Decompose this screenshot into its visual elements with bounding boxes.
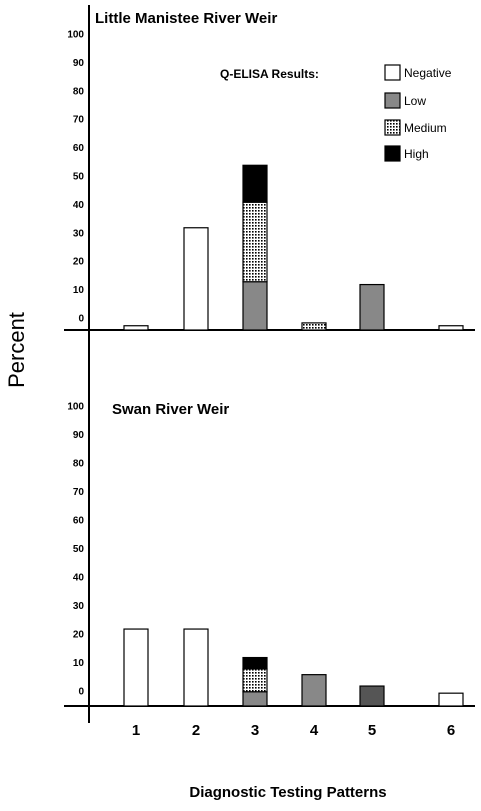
legend-title: Q-ELISA Results: [220,67,319,81]
y-tick-label: 30 [73,601,85,612]
x-tick-label: 1 [132,722,140,739]
bar-medium-cat-4 [301,322,327,331]
x-tick-label: 2 [192,722,200,739]
bar-low-cat-3 [242,281,268,331]
y-tick-label: 10 [73,285,85,296]
bar-negative-cat-2 [183,628,209,707]
bar-negative-cat-1 [123,628,149,707]
y-tick-label: 50 [73,172,85,183]
y-tick-label: 0 [78,314,84,325]
y-tick-label: 40 [73,573,85,584]
y-tick-label: 30 [73,228,85,239]
legend-swatch-medium [384,119,401,136]
y-tick-label: 20 [73,630,85,641]
y-tick-label: 20 [73,257,85,268]
bar-high-cat-3 [242,164,268,203]
panel-title-top: Little Manistee River Weir [95,10,277,27]
bars-top [123,164,464,331]
legend-label-low: Low [404,94,426,108]
y-tick-label: 90 [73,430,85,441]
bar-negative-cat-6 [438,325,464,331]
bar-negative-cat-2 [183,227,209,331]
y-tick-label: 80 [73,459,85,470]
bar-low-cat-3 [242,691,268,707]
bar-low-cat-4 [301,674,327,707]
bar-medium-cat-3 [242,668,268,693]
x-tick-label: 6 [447,722,455,739]
panel-title-bottom: Swan River Weir [112,401,229,418]
y-ticks-top: 0 10 20 30 40 50 60 70 80 90 100 [67,30,84,325]
x-axis-label: Diagnostic Testing Patterns [189,784,386,801]
x-ticks: 1 2 3 4 5 6 [132,722,455,739]
y-tick-label: 100 [67,402,84,413]
y-tick-label: 60 [73,516,85,527]
y-tick-label: 50 [73,544,85,555]
legend-swatch-negative [384,64,401,81]
y-tick-label: 70 [73,115,85,126]
y-tick-label: 40 [73,200,85,211]
y-tick-label: 60 [73,143,85,154]
y-tick-label: 70 [73,487,85,498]
legend: Q-ELISA Results: Negative Low Medium Hig… [220,64,452,162]
legend-swatch-high [384,145,401,162]
bar-low-cat-5 [359,685,385,707]
bar-negative-cat-1 [123,325,149,331]
bar-negative-cat-6 [438,692,464,707]
y-tick-label: 80 [73,86,85,97]
y-tick-label: 90 [73,58,85,69]
bar-high-cat-3 [242,656,268,670]
x-tick-label: 3 [251,722,259,739]
bars-bottom [123,628,464,707]
y-ticks-bottom: 0 10 20 30 40 50 60 70 80 90 100 [67,402,84,698]
bar-low-cat-5 [359,283,385,331]
legend-label-medium: Medium [404,121,447,135]
bar-medium-cat-3 [242,201,268,283]
y-axis-label: Percent [4,312,29,388]
legend-label-high: High [404,147,429,161]
y-tick-label: 10 [73,658,85,669]
legend-swatch-low [384,92,401,109]
legend-label-negative: Negative [404,66,452,80]
y-tick-label: 0 [78,687,84,698]
y-tick-label: 100 [67,30,84,41]
x-tick-label: 4 [310,722,319,739]
x-tick-label: 5 [368,722,376,739]
